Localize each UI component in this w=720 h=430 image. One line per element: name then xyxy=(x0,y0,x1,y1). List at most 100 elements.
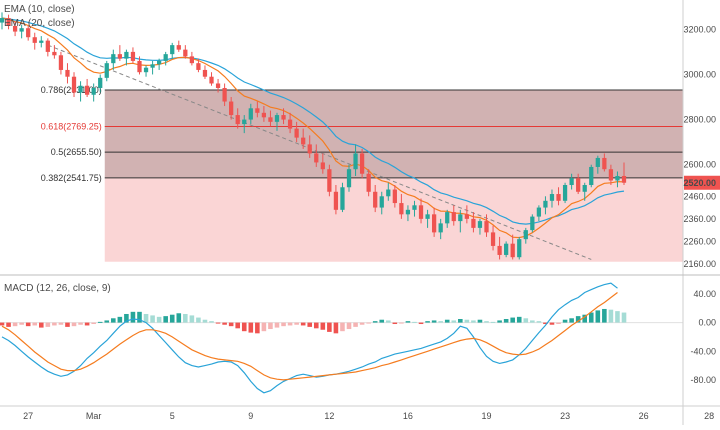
macd-histogram-bar xyxy=(117,316,123,323)
macd-histogram-bar xyxy=(274,322,280,328)
macd-histogram-bar xyxy=(392,322,398,325)
candle-body xyxy=(183,49,188,57)
candle-body xyxy=(405,209,411,215)
candle-body xyxy=(98,77,103,88)
macd-histogram-bar xyxy=(412,321,417,323)
candle-body xyxy=(215,83,221,88)
macd-histogram-bar xyxy=(353,322,358,327)
candle-body xyxy=(504,243,509,255)
candle-body xyxy=(333,191,339,210)
candle-body xyxy=(576,178,581,192)
candle-body xyxy=(301,137,306,145)
macd-histogram-bar xyxy=(543,322,548,325)
macd-axis-tick: 40.00 xyxy=(693,289,716,299)
macd-histogram-bar xyxy=(124,313,129,323)
candle-body xyxy=(451,212,456,222)
candle-body xyxy=(477,221,483,228)
price-axis-tick: 2460.00 xyxy=(683,191,716,201)
macd-histogram-bar xyxy=(588,312,594,323)
candle-body xyxy=(517,239,522,258)
macd-histogram-bar xyxy=(327,322,332,332)
candle-body xyxy=(589,166,594,186)
candle-body xyxy=(19,28,24,32)
time-axis-label: 5 xyxy=(170,411,175,421)
macd-histogram-bar xyxy=(425,321,430,323)
macd-histogram-bar xyxy=(58,322,64,325)
candle-body xyxy=(438,223,443,233)
macd-histogram-bar xyxy=(143,313,149,323)
macd-histogram-bar xyxy=(169,314,175,323)
macd-histogram-bar xyxy=(615,311,620,323)
candle-body xyxy=(39,40,44,43)
macd-histogram-bar xyxy=(228,322,234,327)
candle-body xyxy=(320,162,325,170)
candle-body xyxy=(26,28,31,38)
macd-histogram-bar xyxy=(183,313,188,323)
macd-axis-tick: 0.00 xyxy=(698,318,716,328)
macd-histogram-bar xyxy=(84,322,90,326)
ema20-legend: EMA (20, close) xyxy=(4,18,75,29)
candle-body xyxy=(497,245,502,255)
candle-body xyxy=(425,214,430,219)
macd-signal-line xyxy=(1,292,618,381)
macd-histogram-bar xyxy=(300,322,306,326)
macd-histogram-bar xyxy=(490,321,496,323)
candle-body xyxy=(281,115,286,120)
macd-histogram-bar xyxy=(38,322,44,328)
candle-body xyxy=(399,203,404,215)
price-axis-tick: 3000.00 xyxy=(683,69,716,79)
macd-histogram-bar xyxy=(320,322,326,330)
price-axis-tick: 2600.00 xyxy=(683,160,716,170)
fib-label: 0.5(2655.50) xyxy=(51,147,102,157)
macd-axis-tick: -80.00 xyxy=(690,375,716,385)
macd-histogram-bar xyxy=(438,321,443,323)
macd-histogram-bar xyxy=(340,322,345,332)
macd-histogram-bar xyxy=(0,322,5,326)
macd-histogram-bar xyxy=(215,322,221,324)
price-axis-tick: 2800.00 xyxy=(683,115,716,125)
candle-body xyxy=(340,187,345,210)
macd-histogram-bar xyxy=(471,320,476,323)
price-axis-tick: 2260.00 xyxy=(683,236,716,246)
macd-histogram-bar xyxy=(150,315,155,323)
candle-body xyxy=(386,189,391,197)
macd-histogram-bar xyxy=(12,322,18,327)
candle-body xyxy=(294,128,299,138)
macd-histogram-bar xyxy=(418,322,424,325)
candle-body xyxy=(608,169,614,181)
macd-histogram-bar xyxy=(313,322,319,329)
macd-histogram-bar xyxy=(503,319,509,323)
fib-label: 0.382(2541.75) xyxy=(41,173,102,183)
price-axis-tick: 3200.00 xyxy=(683,24,716,34)
macd-histogram-bar xyxy=(379,319,385,323)
candle-body xyxy=(91,87,96,95)
candle-body xyxy=(392,189,397,204)
macd-histogram-bar xyxy=(294,322,299,325)
macd-histogram-bar xyxy=(549,322,555,325)
candle-body xyxy=(523,230,528,240)
candle-body xyxy=(163,54,168,61)
candle-body xyxy=(137,60,142,73)
candle-body xyxy=(71,76,77,93)
macd-histogram-bar xyxy=(104,320,110,323)
candle-body xyxy=(510,243,515,258)
macd-legend: MACD (12, 26, close, 9) xyxy=(4,283,111,294)
time-axis-label: Mar xyxy=(86,411,102,421)
candle-body xyxy=(307,144,312,154)
candle-body xyxy=(353,153,358,170)
macd-histogram-bar xyxy=(359,322,365,325)
candle-body xyxy=(222,87,227,102)
candle-body xyxy=(602,157,607,170)
candle-body xyxy=(84,85,90,95)
candle-body xyxy=(176,45,181,50)
macd-histogram-bar xyxy=(595,310,601,323)
macd-histogram-bar xyxy=(222,322,227,325)
candle-body xyxy=(268,117,273,122)
candle-body xyxy=(366,173,371,192)
candle-body xyxy=(464,214,469,219)
candle-body xyxy=(104,63,109,78)
ema20-line xyxy=(1,17,625,225)
candle-body xyxy=(327,169,332,192)
